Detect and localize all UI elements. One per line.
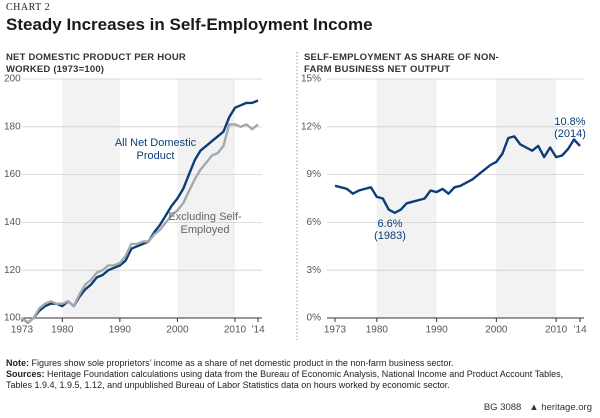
annotation: 10.8%	[554, 116, 585, 128]
annotation: 6.6%	[377, 218, 402, 230]
x-tick-label: 1980	[366, 325, 389, 336]
annotation: (1983)	[374, 230, 406, 242]
y-tick-label: 12%	[301, 121, 321, 132]
series-line	[21, 99, 259, 324]
panel-title: SELF-EMPLOYMENT AS SHARE OF NON-FARM BUS…	[304, 52, 499, 75]
y-tick-label: 9%	[307, 169, 322, 180]
y-tick-label: 3%	[307, 265, 322, 276]
chart-label: CHART 2	[6, 2, 51, 13]
x-tick-label: 1973	[11, 325, 34, 336]
series-label: Excluding Self-Employed	[168, 211, 242, 236]
y-tick-label: 200	[4, 74, 21, 85]
series-label: All Net Domestic Product	[114, 137, 197, 162]
annotation: (2014)	[554, 128, 586, 140]
y-tick-label: 140	[4, 217, 21, 228]
site: heritage.org	[541, 402, 592, 413]
x-tick-label: 1990	[109, 325, 132, 336]
x-tick-label: 2010	[224, 325, 247, 336]
notes: Note: Figures show sole proprietors’ inc…	[6, 358, 591, 391]
x-tick-label: ’14	[573, 325, 587, 336]
x-tick-label: 2010	[545, 325, 568, 336]
y-tick-label: 6%	[307, 217, 322, 228]
note: Note: Figures show sole proprietors’ inc…	[6, 358, 591, 369]
x-tick-label: 1980	[51, 325, 74, 336]
x-tick-label: 1990	[425, 325, 448, 336]
footer: BG 3088 ▲ heritage.org	[483, 402, 592, 413]
y-tick-label: 120	[4, 265, 21, 276]
note-text: Figures show sole proprietors’ income as…	[31, 358, 454, 368]
y-tick-label: 0%	[307, 313, 322, 324]
x-tick-label: 1973	[324, 325, 347, 336]
sources-label: Sources:	[6, 369, 45, 379]
decade-band	[177, 79, 235, 318]
y-tick-label: 15%	[301, 74, 321, 85]
decade-band	[376, 79, 437, 318]
decade-band	[62, 79, 120, 318]
y-tick-label: 180	[4, 121, 21, 132]
x-tick-label: 2000	[166, 325, 189, 336]
report-id: BG 3088	[483, 402, 522, 413]
x-tick-label: ’14	[251, 325, 265, 336]
chart: 100 120 140 160 180 200 1973 1980 1990 2000 2010 ’1…	[4, 52, 587, 340]
series-line	[334, 135, 581, 214]
page-title: Steady Increases in Self-Employment Inco…	[6, 15, 373, 34]
sources: Sources: Heritage Foundation calculation…	[6, 369, 591, 391]
series-line	[21, 123, 259, 324]
note-label: Note:	[6, 358, 29, 368]
y-tick-label: 100	[4, 313, 21, 324]
y-tick-label: 160	[4, 169, 21, 180]
sources-text: Heritage Foundation calculations using d…	[6, 369, 564, 390]
panel-title: NET DOMESTIC PRODUCT PER HOUR WORKED (19…	[6, 52, 186, 75]
decade-band	[496, 79, 557, 318]
x-tick-label: 2000	[485, 325, 508, 336]
